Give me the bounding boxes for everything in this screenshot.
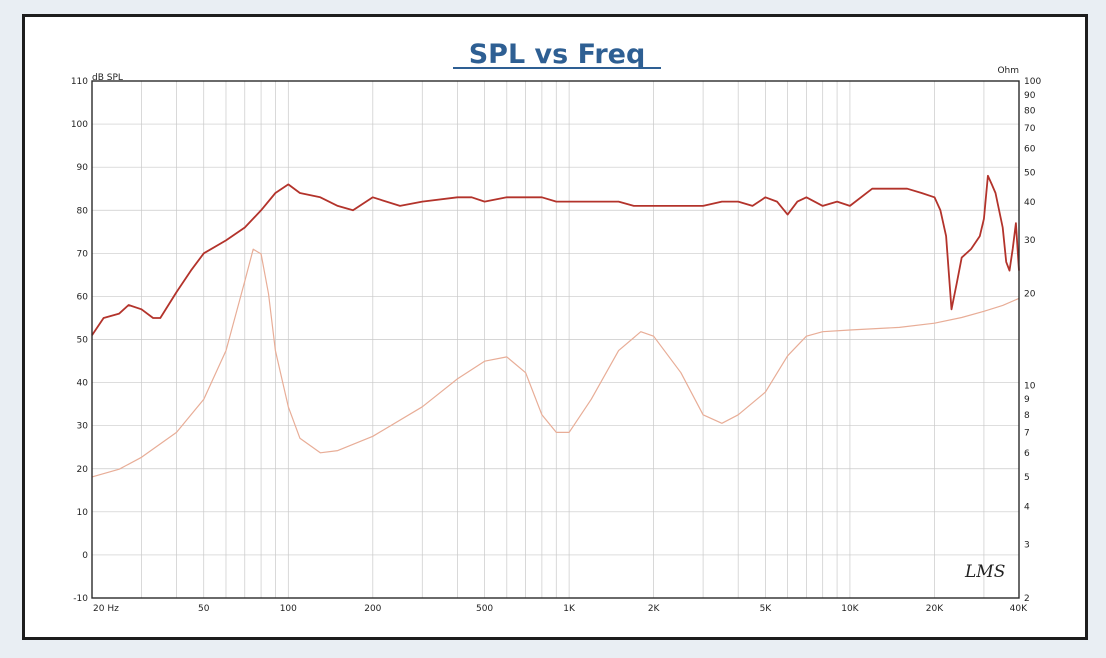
y2-tick-label: 4 <box>1024 502 1030 512</box>
y2-tick-label: 90 <box>1024 91 1036 101</box>
spl-curve <box>91 174 1020 336</box>
x-tick-label: 40K <box>1010 604 1028 614</box>
y2-tick-label: 8 <box>1024 411 1030 421</box>
y2-axis-labels: 2 3 4 5 6 7 8 9 10 20 30 40 50 60 70 80 90 100 <box>1024 77 1041 604</box>
y-tick-label: 60 <box>77 292 89 302</box>
right-axis-unit: Ohm <box>997 66 1019 76</box>
y2-tick-label: 60 <box>1024 145 1036 155</box>
y2-tick-label: 2 <box>1024 594 1030 604</box>
x-tick-label: 500 <box>476 604 493 614</box>
chart-title: SPL vs Freq <box>469 39 646 70</box>
y-tick-label: -10 <box>73 594 88 604</box>
left-axis-unit: dB SPL <box>92 73 123 83</box>
y-tick-label: 30 <box>77 422 89 432</box>
chart-frame: SPL vs Freq dB SPL Ohm 20 Hz 50 100 200 500 1… <box>22 14 1088 640</box>
series-layer <box>91 174 1020 478</box>
y-tick-label: 110 <box>71 77 88 87</box>
x-axis-labels: 20 Hz 50 100 200 500 1K 2K 5K 10K 20K 40K <box>93 604 1028 614</box>
x-tick-label: 200 <box>364 604 381 614</box>
y-tick-label: 50 <box>77 336 89 346</box>
y2-tick-label: 70 <box>1024 124 1036 134</box>
y-axis-labels: -10 0 10 20 30 40 50 60 70 80 90 100 110 <box>71 77 88 604</box>
x-tick-label: 20K <box>926 604 944 614</box>
y2-tick-label: 50 <box>1024 169 1036 179</box>
lms-logo: LMS <box>964 562 1005 582</box>
y-tick-label: 10 <box>77 508 89 518</box>
x-tick-label: 5K <box>760 604 773 614</box>
grid <box>92 81 1019 598</box>
y2-tick-label: 10 <box>1024 381 1036 391</box>
y-tick-label: 40 <box>77 379 89 389</box>
y-tick-label: 100 <box>71 120 88 130</box>
y2-tick-label: 100 <box>1024 77 1041 87</box>
y-tick-label: 70 <box>77 249 89 259</box>
y-tick-label: 0 <box>82 551 88 561</box>
x-tick-label: 1K <box>563 604 576 614</box>
x-tick-label: 20 Hz <box>93 604 119 614</box>
y2-tick-label: 30 <box>1024 236 1036 246</box>
x-tick-label: 100 <box>280 604 297 614</box>
spl-frequency-chart: SPL vs Freq dB SPL Ohm 20 Hz 50 100 200 500 1… <box>71 39 1042 614</box>
x-tick-label: 10K <box>841 604 859 614</box>
y2-tick-label: 80 <box>1024 106 1036 116</box>
y-tick-label: 90 <box>77 163 89 173</box>
plot-border <box>91 80 1020 599</box>
y2-tick-label: 40 <box>1024 198 1036 208</box>
y2-tick-label: 9 <box>1024 395 1030 405</box>
x-tick-label: 2K <box>648 604 661 614</box>
y-tick-label: 80 <box>77 206 89 216</box>
y2-tick-label: 6 <box>1024 449 1030 459</box>
x-tick-label: 50 <box>198 604 210 614</box>
y2-tick-label: 20 <box>1024 290 1036 300</box>
y2-tick-label: 3 <box>1024 540 1030 550</box>
impedance-curve <box>91 248 1020 478</box>
y-tick-label: 20 <box>77 465 89 475</box>
y2-tick-label: 7 <box>1024 428 1030 438</box>
y2-tick-label: 5 <box>1024 473 1030 483</box>
